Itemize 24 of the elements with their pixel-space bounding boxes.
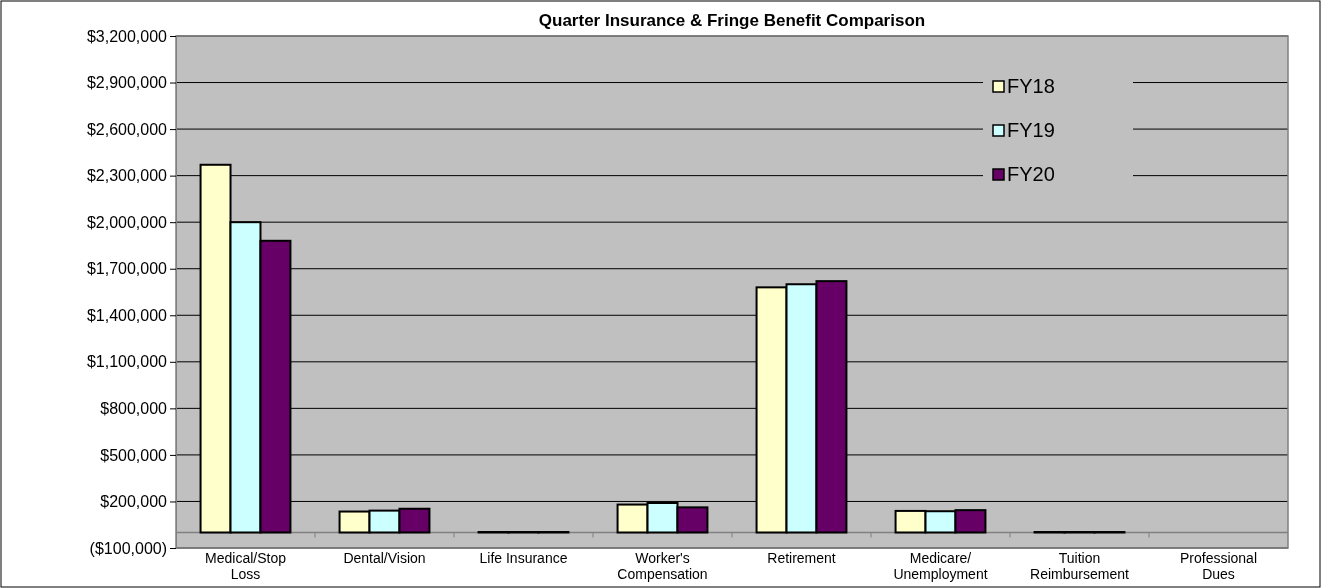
x-tick-label: Tuition Reimbursement — [1030, 550, 1130, 582]
y-tick-label: $2,900,000 — [86, 74, 168, 92]
x-tick-label: Life Insurance — [479, 550, 568, 566]
y-tick-label: $1,700,000 — [86, 260, 168, 278]
y-tick-label: $200,000 — [100, 493, 168, 511]
y-tick-label: $2,300,000 — [86, 167, 168, 185]
y-tick-label: $1,100,000 — [86, 353, 168, 371]
x-tick-label: Dental/Vision — [343, 550, 426, 566]
x-tick-label: Medical/Stop Loss — [205, 550, 287, 582]
legend-label: FY18 — [1007, 75, 1055, 97]
y-tick-label: $2,000,000 — [86, 213, 168, 231]
y-tick-label: ($100,000) — [89, 539, 167, 557]
legend-label: FY20 — [1007, 163, 1055, 185]
y-tick-label: $500,000 — [100, 446, 168, 464]
x-tick-label: Retirement — [767, 550, 836, 566]
x-tick-label: Professional Dues — [1179, 550, 1258, 582]
y-tick-label: $1,400,000 — [86, 306, 168, 324]
y-tick-label: $3,200,000 — [86, 27, 168, 45]
y-tick-label: $2,600,000 — [86, 120, 168, 138]
legend-label: FY19 — [1007, 119, 1055, 141]
x-tick-label: Worker's Compensation — [617, 550, 708, 582]
x-tick-label: Medicare/ Unemployment — [893, 550, 988, 582]
y-tick-label: $800,000 — [100, 399, 168, 417]
chart-title: Quarter Insurance & Fringe Benefit Comparison — [538, 11, 926, 30]
